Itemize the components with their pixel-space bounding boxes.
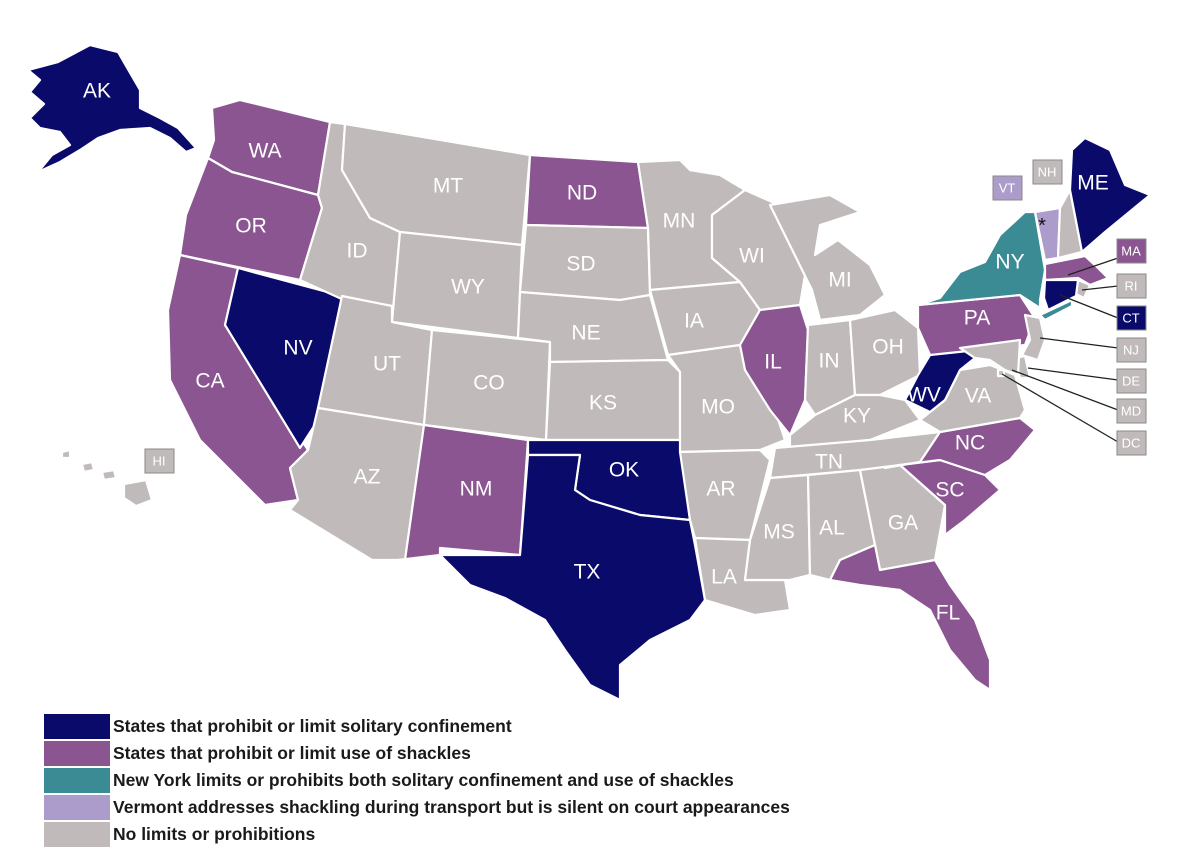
callout-box-MA — [1116, 238, 1147, 264]
callout-box-NH — [1032, 159, 1063, 185]
legend-label-shackles: States that prohibit or limit use of sha… — [113, 743, 471, 763]
label-NY: NY — [995, 251, 1024, 274]
state-NY-island — [1038, 298, 1074, 322]
callout-box-HI — [144, 448, 175, 474]
label-DE: DE — [1122, 374, 1140, 389]
callout-box-DE — [1116, 368, 1147, 394]
callout-HI[interactable]: HI — [144, 448, 175, 474]
state-TX[interactable] — [438, 453, 707, 702]
legend: States that prohibit or limit solitary c… — [44, 713, 790, 848]
label-MO: MO — [701, 396, 735, 419]
state-NY[interactable] — [916, 210, 1047, 310]
callout-DE[interactable]: DE — [1116, 368, 1147, 394]
label-RI: RI — [1125, 279, 1138, 294]
label-CA: CA — [195, 370, 224, 393]
label-AZ: AZ — [354, 466, 381, 489]
label-MA: MA — [1121, 244, 1141, 259]
label-KY: KY — [843, 405, 871, 428]
label-OK: OK — [609, 459, 639, 482]
callout-NJ[interactable]: NJ — [1116, 337, 1147, 363]
label-TN: TN — [815, 451, 843, 474]
callout-box-CT — [1116, 305, 1147, 331]
state-NJ[interactable] — [1020, 313, 1047, 362]
label-NC: NC — [955, 432, 985, 455]
vermont-asterisk: * — [1038, 215, 1046, 237]
legend-swatch-solitary — [44, 714, 110, 739]
state-AK[interactable] — [26, 43, 198, 174]
label-PA: PA — [964, 307, 990, 330]
callout-DC[interactable]: DC — [1116, 430, 1147, 456]
label-WI: WI — [739, 245, 765, 268]
state-HI[interactable] — [60, 448, 154, 508]
label-IN: IN — [819, 350, 840, 373]
callout-box-NJ — [1116, 337, 1147, 363]
label-IL: IL — [764, 351, 782, 374]
label-AR: AR — [706, 478, 735, 501]
label-NV: NV — [283, 337, 312, 360]
label-ME: ME — [1077, 172, 1109, 195]
legend-item-solitary: States that prohibit or limit solitary c… — [44, 713, 790, 740]
label-VT: VT — [999, 181, 1016, 196]
label-DC: DC — [1122, 436, 1141, 451]
label-FL: FL — [936, 602, 961, 625]
callout-box-DC — [1116, 430, 1147, 456]
callout-VT[interactable]: VT — [992, 175, 1023, 201]
legend-label-none: No limits or prohibitions — [113, 824, 316, 844]
label-OR: OR — [235, 215, 267, 238]
legend-item-shackles: States that prohibit or limit use of sha… — [44, 740, 790, 767]
callout-leaders — [1001, 257, 1119, 443]
state-MI[interactable] — [768, 193, 887, 322]
label-MN: MN — [663, 210, 696, 233]
label-AL: AL — [819, 517, 845, 540]
label-HI: HI — [153, 454, 166, 469]
callout-CT[interactable]: CT — [1116, 305, 1147, 331]
label-WA: WA — [248, 140, 281, 163]
label-AK: AK — [83, 80, 111, 103]
label-WV: WV — [907, 384, 941, 407]
legend-label-solitary: States that prohibit or limit solitary c… — [113, 716, 512, 736]
label-KS: KS — [589, 392, 617, 415]
label-MT: MT — [433, 175, 463, 198]
label-OH: OH — [872, 336, 904, 359]
callout-RI[interactable]: RI — [1116, 273, 1147, 299]
label-CT: CT — [1122, 311, 1139, 326]
label-MS: MS — [763, 521, 795, 544]
legend-swatch-both — [44, 768, 110, 793]
label-MI: MI — [828, 269, 851, 292]
label-NJ: NJ — [1123, 343, 1139, 358]
label-ID: ID — [347, 240, 368, 263]
label-GA: GA — [888, 512, 918, 535]
state-ME[interactable] — [1068, 136, 1152, 254]
legend-label-both: New York limits or prohibits both solita… — [113, 770, 734, 790]
callout-MD[interactable]: MD — [1116, 398, 1147, 424]
label-CO: CO — [473, 372, 505, 395]
legend-swatch-none — [44, 822, 110, 847]
legend-item-vermont: Vermont addresses shackling during trans… — [44, 794, 790, 821]
legend-item-none: No limits or prohibitions — [44, 821, 790, 848]
legend-swatch-vermont — [44, 795, 110, 820]
legend-label-vermont: Vermont addresses shackling during trans… — [113, 797, 790, 817]
state-FL[interactable] — [828, 543, 992, 692]
callout-NH[interactable]: NH — [1032, 159, 1063, 185]
label-LA: LA — [711, 566, 737, 589]
label-NH: NH — [1038, 165, 1057, 180]
legend-item-both: New York limits or prohibits both solita… — [44, 767, 790, 794]
label-UT: UT — [373, 353, 401, 376]
legend-swatch-shackles — [44, 741, 110, 766]
label-MD: MD — [1121, 404, 1141, 419]
label-NM: NM — [460, 478, 493, 501]
label-NE: NE — [571, 322, 600, 345]
callout-box-RI — [1116, 273, 1147, 299]
callout-box-VT — [992, 175, 1023, 201]
label-SD: SD — [566, 253, 595, 276]
callout-box-MD — [1116, 398, 1147, 424]
label-WY: WY — [451, 276, 485, 299]
label-ND: ND — [567, 182, 597, 205]
callout-MA[interactable]: MA — [1116, 238, 1147, 264]
label-IA: IA — [684, 310, 704, 333]
label-TX: TX — [574, 561, 601, 584]
label-SC: SC — [935, 479, 964, 502]
label-VA: VA — [965, 385, 991, 408]
